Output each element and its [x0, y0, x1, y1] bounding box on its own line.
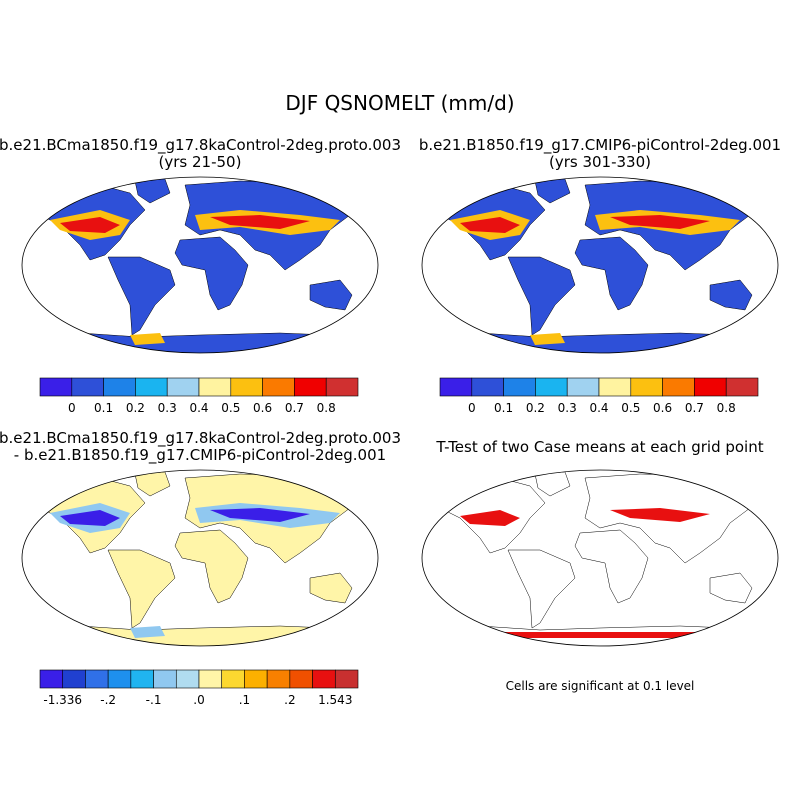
colorbar-box: [62, 669, 86, 689]
panel-title: b.e21.BCma1850.f19_g17.8kaControl-2deg.p…: [0, 429, 401, 448]
colorbar-label: 0.2: [526, 401, 545, 415]
colorbar-box: [103, 377, 136, 397]
colorbar-box: [85, 669, 109, 689]
colorbar-label: 0.3: [158, 401, 177, 415]
colorbar-label: 0.4: [189, 401, 208, 415]
colorbar-label: 0: [68, 401, 76, 415]
colorbar-box: [471, 377, 504, 397]
colorbar-label: 0.7: [685, 401, 704, 415]
map-panel: [421, 469, 779, 647]
note: Cells are significant at 0.1 level: [506, 679, 695, 693]
colorbar-label: 0.5: [221, 401, 240, 415]
colorbar-box: [566, 377, 600, 397]
colorbar-box: [725, 377, 759, 397]
colorbar-box: [598, 377, 632, 397]
figure-title: DJF QSNOMELT (mm/d): [285, 91, 514, 115]
colorbar-label: 0.2: [126, 401, 145, 415]
colorbar-box: [503, 377, 536, 397]
colorbar-box: [535, 377, 568, 397]
colorbar-label: 0.7: [285, 401, 304, 415]
colorbar-box: [230, 377, 263, 397]
colorbar-box: [662, 377, 695, 397]
colorbar-box: [262, 377, 295, 397]
map-panel: [21, 176, 379, 354]
colorbar-box: [198, 669, 223, 689]
colorbar-box: [694, 377, 727, 397]
colorbar-box: [39, 377, 73, 397]
colorbar-box: [71, 377, 104, 397]
colorbar-box: [198, 377, 232, 397]
colorbar-box: [166, 377, 200, 397]
colorbar-box: [130, 669, 154, 689]
colorbar-box: [39, 669, 64, 689]
colorbar-label: -.2: [100, 693, 116, 707]
panel-subtitle: - b.e21.B1850.f19_g17.CMIP6-piControl-2d…: [14, 446, 386, 465]
colorbar-label: 0: [468, 401, 476, 415]
panel-title: b.e21.BCma1850.f19_g17.8kaControl-2deg.p…: [0, 136, 401, 155]
colorbar-label: .1: [239, 693, 250, 707]
colorbar-label: 0.5: [621, 401, 640, 415]
colorbar-box: [439, 377, 473, 397]
colorbar-box: [325, 377, 359, 397]
colorbar-box: [135, 377, 168, 397]
panel-title: T-Test of two Case means at each grid po…: [435, 438, 763, 456]
colorbar-box: [244, 669, 268, 689]
map-panel: [21, 469, 379, 647]
colorbar-label: 0.6: [653, 401, 672, 415]
colorbar-label: .2: [284, 693, 295, 707]
colorbar-label: 0.8: [317, 401, 336, 415]
colorbar-label: -1.336: [43, 693, 82, 707]
colorbar-box: [289, 669, 313, 689]
colorbar-label: 0.6: [253, 401, 272, 415]
colorbar-label: 0.4: [589, 401, 608, 415]
colorbar-box: [221, 669, 245, 689]
panel-subtitle: (yrs 21-50): [159, 153, 242, 171]
colorbar-box: [175, 669, 200, 689]
colorbar-box: [334, 669, 359, 689]
colorbars: 0 0.1 0.2 0.3 0.4 0.5 0.6 0.7 0.8 0 0.1 0.2 0.3 0.4 0.…: [39, 377, 759, 707]
panel-title: b.e21.B1850.f19_g17.CMIP6-piControl-2deg…: [419, 136, 781, 155]
colorbar-label: 0.1: [94, 401, 113, 415]
colorbar-box: [294, 377, 327, 397]
colorbar-label: 0.3: [558, 401, 577, 415]
panel-subtitle: (yrs 301-330): [549, 153, 651, 171]
colorbar-box: [153, 669, 177, 689]
colorbar-label: 1.543: [318, 693, 352, 707]
colorbar-label: 0.8: [717, 401, 736, 415]
colorbar-box: [630, 377, 663, 397]
colorbar-box: [107, 669, 132, 689]
colorbar-label: 0.1: [494, 401, 513, 415]
colorbar-label: -.1: [146, 693, 162, 707]
map-panel: [421, 176, 779, 354]
colorbar-box: [312, 669, 336, 689]
colorbar-label: .0: [193, 693, 204, 707]
colorbar-box: [266, 669, 291, 689]
